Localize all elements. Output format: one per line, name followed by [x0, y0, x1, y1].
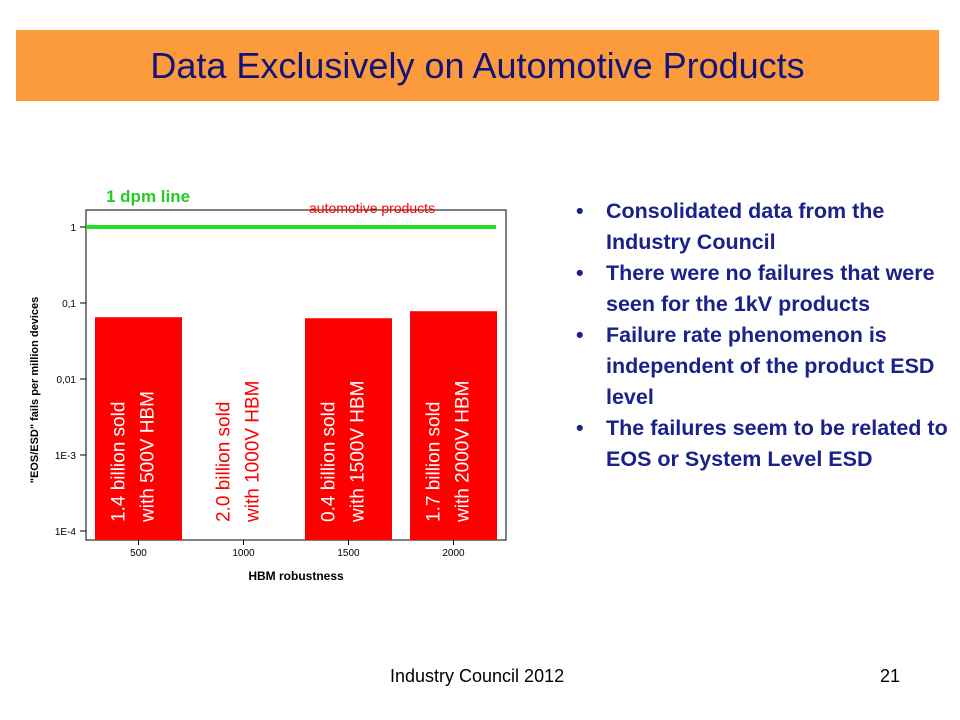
bullet-text: Failure rate phenomenon is independent o…: [606, 323, 935, 409]
slide-title: Data Exclusively on Automotive Products: [150, 45, 805, 86]
bar-label: 1.7 billion sold: [424, 402, 445, 522]
bar-label: with 500V HBM: [138, 391, 159, 523]
x-tick-label: 2000: [442, 548, 465, 559]
bar-label: 0.4 billion sold: [319, 402, 340, 522]
bullet-text: There were no failures that were seen fo…: [606, 261, 935, 316]
bullet-item: • Failure rate phenomenon is independent …: [576, 320, 948, 413]
bar-label: with 1500V HBM: [348, 380, 369, 523]
bullet-dot-icon: •: [576, 323, 584, 347]
footer-text: Industry Council 2012: [390, 666, 565, 686]
y-tick-label: 1E-3: [55, 451, 77, 462]
chart-annotation: automotive products: [309, 200, 435, 216]
y-tick-label: 0,01: [57, 375, 77, 386]
title-band: Data Exclusively on Automotive Products: [16, 30, 939, 101]
bullet-dot-icon: •: [576, 261, 584, 285]
x-tick-label: 500: [130, 548, 147, 559]
bar: [95, 317, 182, 540]
y-tick-label: 1: [70, 223, 76, 234]
bullet-item: • The failures seem to be related to EOS …: [576, 413, 948, 475]
bar-label: with 1000V HBM: [243, 380, 264, 523]
bar-label: with 2000V HBM: [453, 380, 474, 523]
bullet-dot-icon: •: [576, 199, 584, 223]
x-tick-label: 1000: [232, 548, 255, 559]
bar: [410, 311, 497, 540]
x-axis-label: HBM robustness: [248, 569, 344, 583]
bullet-item: • There were no failures that were seen f…: [576, 258, 948, 320]
bullet-text: The failures seem to be related to EOS o…: [606, 416, 948, 471]
x-tick-label: 1500: [337, 548, 360, 559]
y-tick-label: 1E-4: [55, 527, 77, 538]
y-axis-label: "EOS/ESD" fails per million devices: [29, 297, 41, 484]
bullet-text: Consolidated data from the Industry Coun…: [606, 199, 885, 254]
bar-label: 1.4 billion sold: [109, 402, 130, 522]
bar-label: 2.0 billion sold: [214, 402, 235, 522]
plot-frame: [85, 209, 507, 541]
y-tick-label: 0,1: [62, 299, 76, 310]
page-number: 21: [880, 666, 901, 686]
bullet-item: • Consolidated data from the Industry Cou…: [576, 196, 948, 258]
bullet-dot-icon: •: [576, 416, 584, 440]
bar: [305, 318, 392, 540]
bullet-list: • Consolidated data from the Industry Cou…: [576, 196, 948, 475]
reference-line-label: 1 dpm line: [106, 187, 190, 206]
